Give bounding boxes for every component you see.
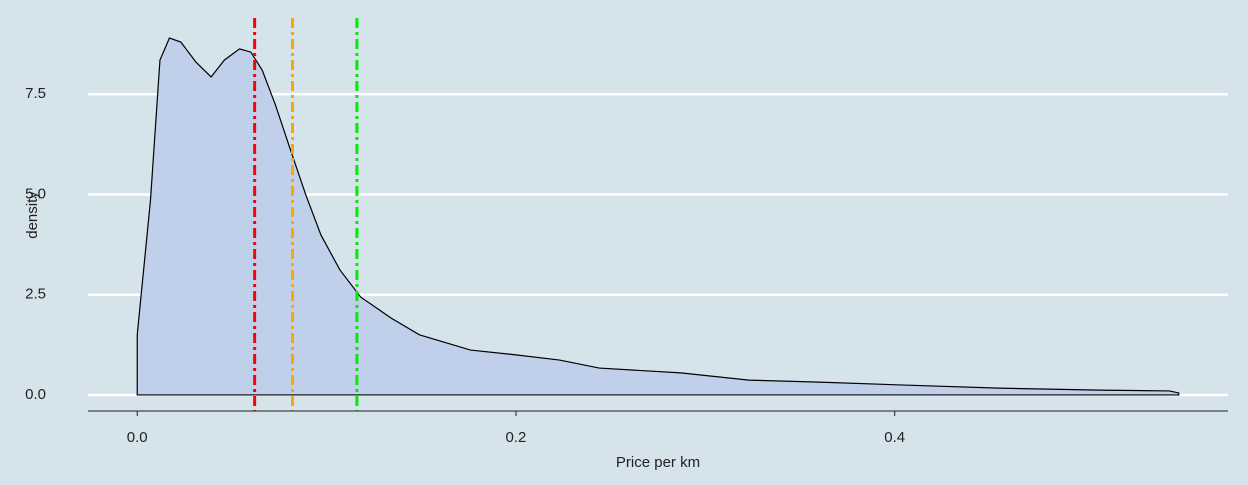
y-tick-label: 7.5 <box>25 85 46 102</box>
x-axis-title: Price per km <box>616 454 700 471</box>
y-tick-label: 2.5 <box>25 286 46 303</box>
y-axis-title: density <box>24 191 41 239</box>
density-area <box>136 37 1180 396</box>
y-tick-label: 5.0 <box>25 185 46 202</box>
y-tick-label: 0.0 <box>25 386 46 403</box>
x-tick-label: 0.0 <box>127 429 148 446</box>
x-tick-label: 0.4 <box>884 429 905 446</box>
x-tick-label: 0.2 <box>506 429 527 446</box>
